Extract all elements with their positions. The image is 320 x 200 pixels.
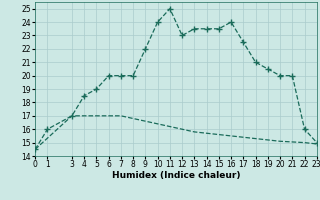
X-axis label: Humidex (Indice chaleur): Humidex (Indice chaleur)	[112, 171, 240, 180]
